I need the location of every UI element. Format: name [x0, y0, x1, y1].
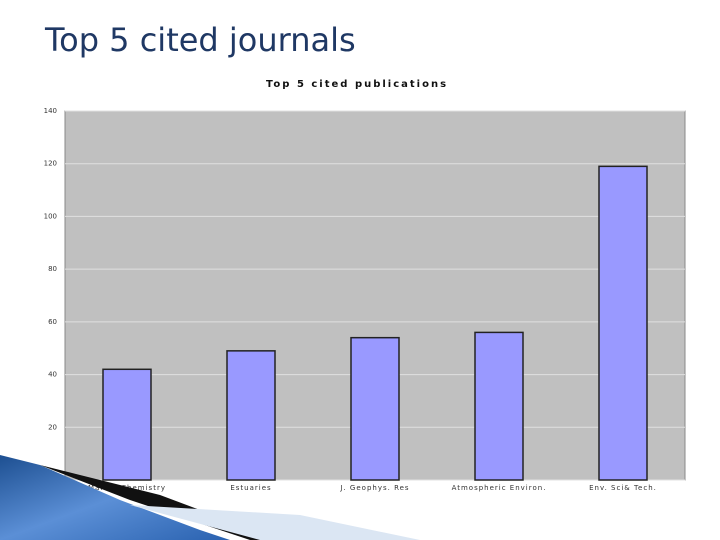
bar — [350, 336, 400, 481]
y-tick-label: 120 — [44, 160, 57, 168]
plot: 020406080100120140Marine ChemistryEstuar… — [44, 107, 685, 492]
swoosh-light — [130, 505, 420, 540]
y-tick-label: 140 — [44, 107, 57, 115]
y-tick-label: 100 — [44, 212, 57, 220]
swoosh — [0, 455, 230, 540]
y-tick-label: 40 — [48, 371, 57, 379]
x-tick-label: J. Geophys. Res — [339, 484, 409, 492]
slide-title: Top 5 cited journals — [44, 21, 356, 59]
bar — [226, 350, 276, 481]
x-tick-label: Env. Sci& Tech. — [589, 484, 657, 492]
y-tick-label: 20 — [48, 423, 57, 431]
x-tick-label: Atmospheric Environ. — [452, 484, 547, 492]
y-tick-label: 60 — [48, 318, 57, 326]
bar — [598, 165, 648, 481]
bar — [102, 368, 152, 481]
decoration — [0, 455, 420, 540]
x-tick-label: Estuaries — [230, 484, 271, 492]
chart-title: Top 5 cited publications — [266, 79, 448, 90]
bar — [474, 331, 524, 481]
y-tick-label: 80 — [48, 265, 57, 273]
